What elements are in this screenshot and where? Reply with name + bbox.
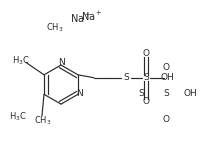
Text: OH: OH bbox=[160, 73, 174, 82]
Text: CH$_3$: CH$_3$ bbox=[46, 22, 63, 34]
Text: N: N bbox=[76, 89, 82, 98]
Text: OH: OH bbox=[183, 89, 197, 98]
Text: O: O bbox=[162, 64, 169, 72]
Text: S: S bbox=[163, 89, 169, 98]
Text: N: N bbox=[58, 58, 64, 67]
Text: O: O bbox=[142, 49, 149, 58]
Text: O: O bbox=[162, 115, 169, 125]
Text: S: S bbox=[138, 89, 144, 98]
Text: O: O bbox=[142, 97, 149, 106]
Text: Na$^+$: Na$^+$ bbox=[81, 10, 102, 23]
Text: S: S bbox=[124, 73, 130, 82]
Text: H$_3$C: H$_3$C bbox=[9, 111, 27, 123]
Text: CH$_3$: CH$_3$ bbox=[34, 115, 52, 127]
Text: H$_3$C: H$_3$C bbox=[12, 54, 30, 67]
Text: Na$^+$: Na$^+$ bbox=[70, 12, 92, 25]
Text: S: S bbox=[143, 73, 149, 82]
